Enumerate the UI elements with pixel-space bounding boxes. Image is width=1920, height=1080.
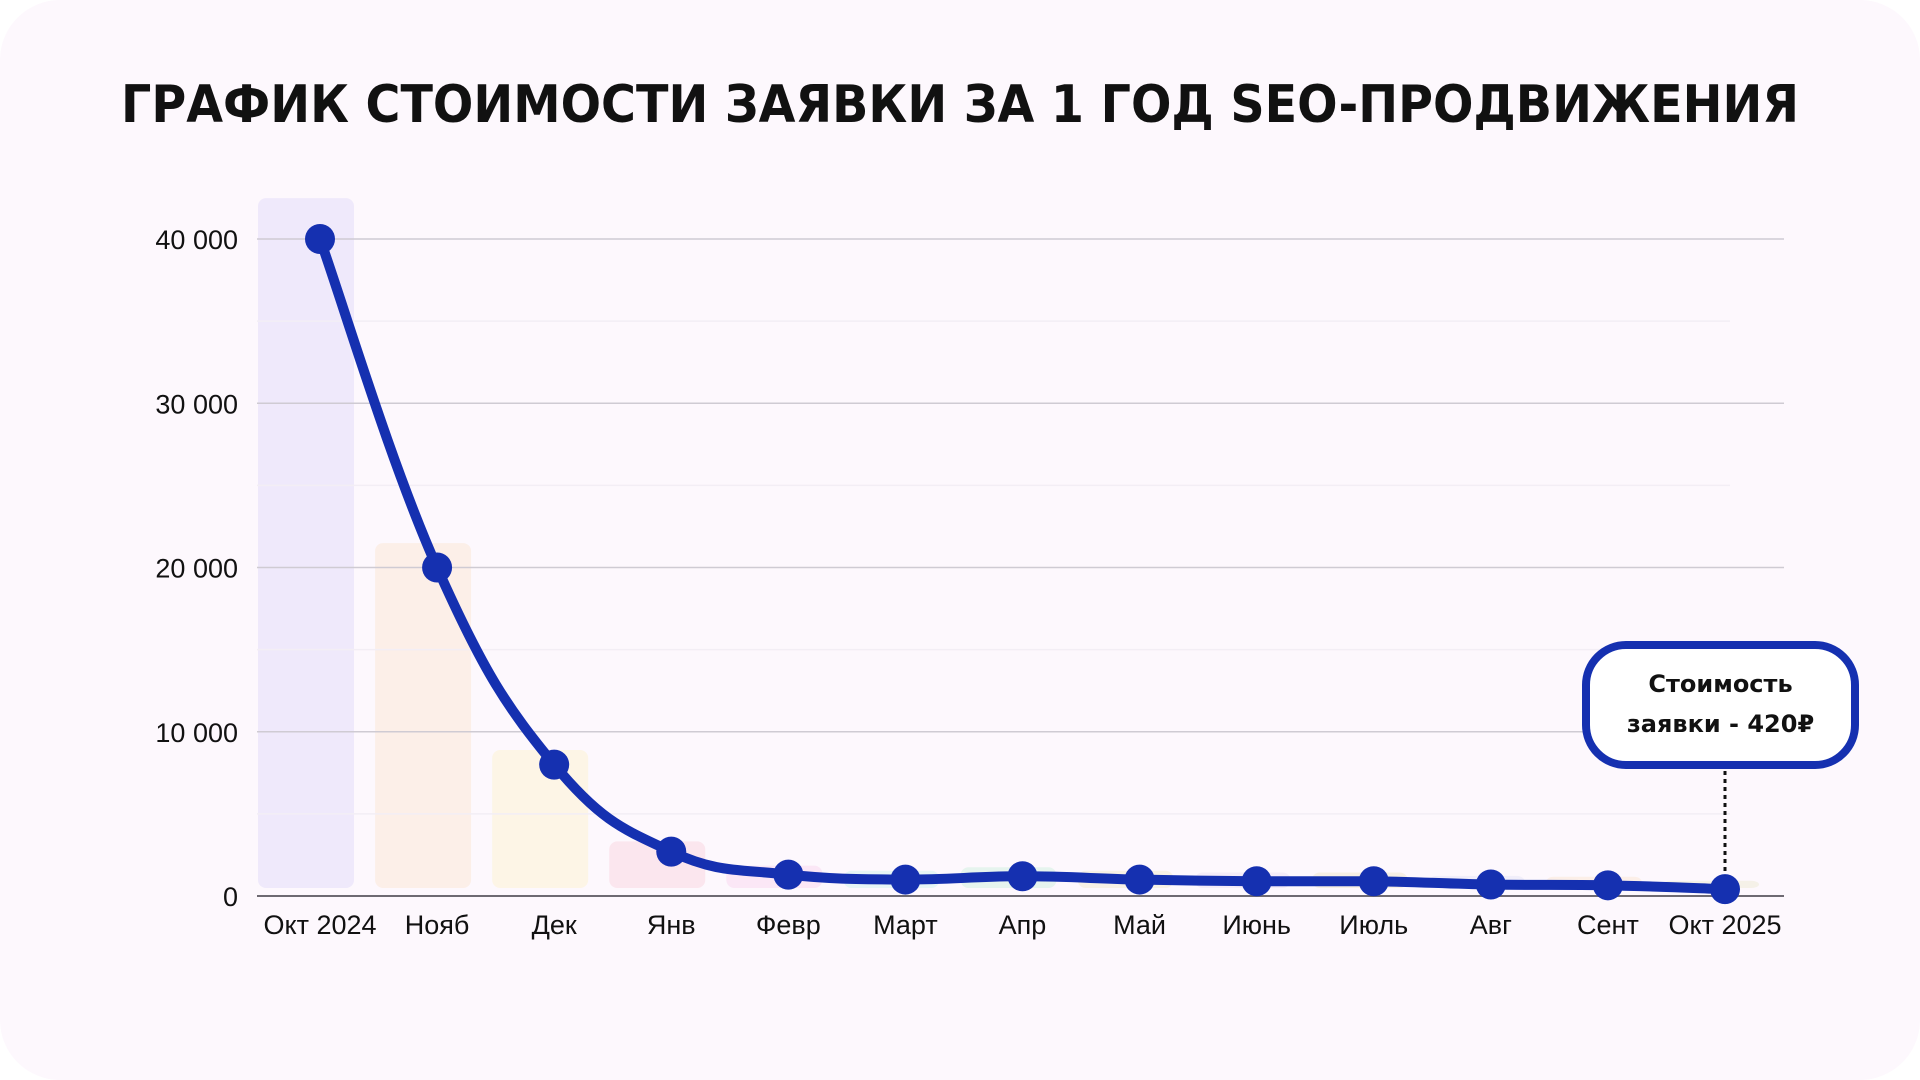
y-tick-label: 30 000: [155, 389, 238, 419]
data-point: [422, 552, 453, 583]
y-tick-label: 40 000: [155, 225, 238, 255]
y-tick-label: 10 000: [155, 718, 238, 748]
y-tick-label: 0: [223, 882, 238, 912]
x-tick-label: Авг: [1470, 910, 1512, 940]
data-point: [539, 749, 570, 780]
x-tick-label: Янв: [647, 910, 696, 940]
data-point: [1358, 866, 1389, 897]
data-point: [1241, 866, 1272, 897]
y-tick-label: 20 000: [155, 554, 238, 584]
x-tick-label: Окт 2024: [263, 910, 376, 940]
data-point: [1710, 874, 1740, 905]
background-bar: [375, 543, 472, 888]
data-point: [1592, 870, 1623, 901]
data-point: [305, 224, 335, 254]
chart-title: ГРАФИК СТОИМОСТИ ЗАЯВКИ ЗА 1 ГОД SEO-ПРО…: [121, 75, 1799, 135]
x-tick-label: Сент: [1577, 910, 1639, 940]
x-tick-label: Июль: [1339, 910, 1408, 940]
x-tick-label: Май: [1113, 910, 1166, 940]
x-tick-label: Март: [873, 910, 938, 940]
data-point: [773, 859, 804, 890]
annotation-box: [1582, 641, 1859, 769]
x-tick-label: Июнь: [1222, 910, 1291, 940]
annotation-line-1: Стоимость: [1648, 670, 1792, 698]
x-tick-label: Апр: [999, 910, 1047, 940]
background-bar: [258, 198, 354, 888]
x-tick-label: Нояб: [405, 910, 470, 940]
annotation-line-2: заявки - 420₽: [1627, 710, 1814, 738]
data-point: [890, 864, 921, 895]
x-tick-label: Окт 2025: [1668, 910, 1781, 940]
x-tick-label: Февр: [756, 910, 821, 940]
data-point: [1475, 869, 1506, 900]
data-point: [1124, 864, 1155, 895]
series-line: [315, 234, 1730, 895]
data-point: [1007, 861, 1038, 892]
x-tick-label: Дек: [532, 910, 577, 940]
annotation-callout: Стоимость заявки - 420₽: [1582, 641, 1859, 876]
background-bar: [492, 750, 589, 888]
data-point: [656, 836, 687, 867]
